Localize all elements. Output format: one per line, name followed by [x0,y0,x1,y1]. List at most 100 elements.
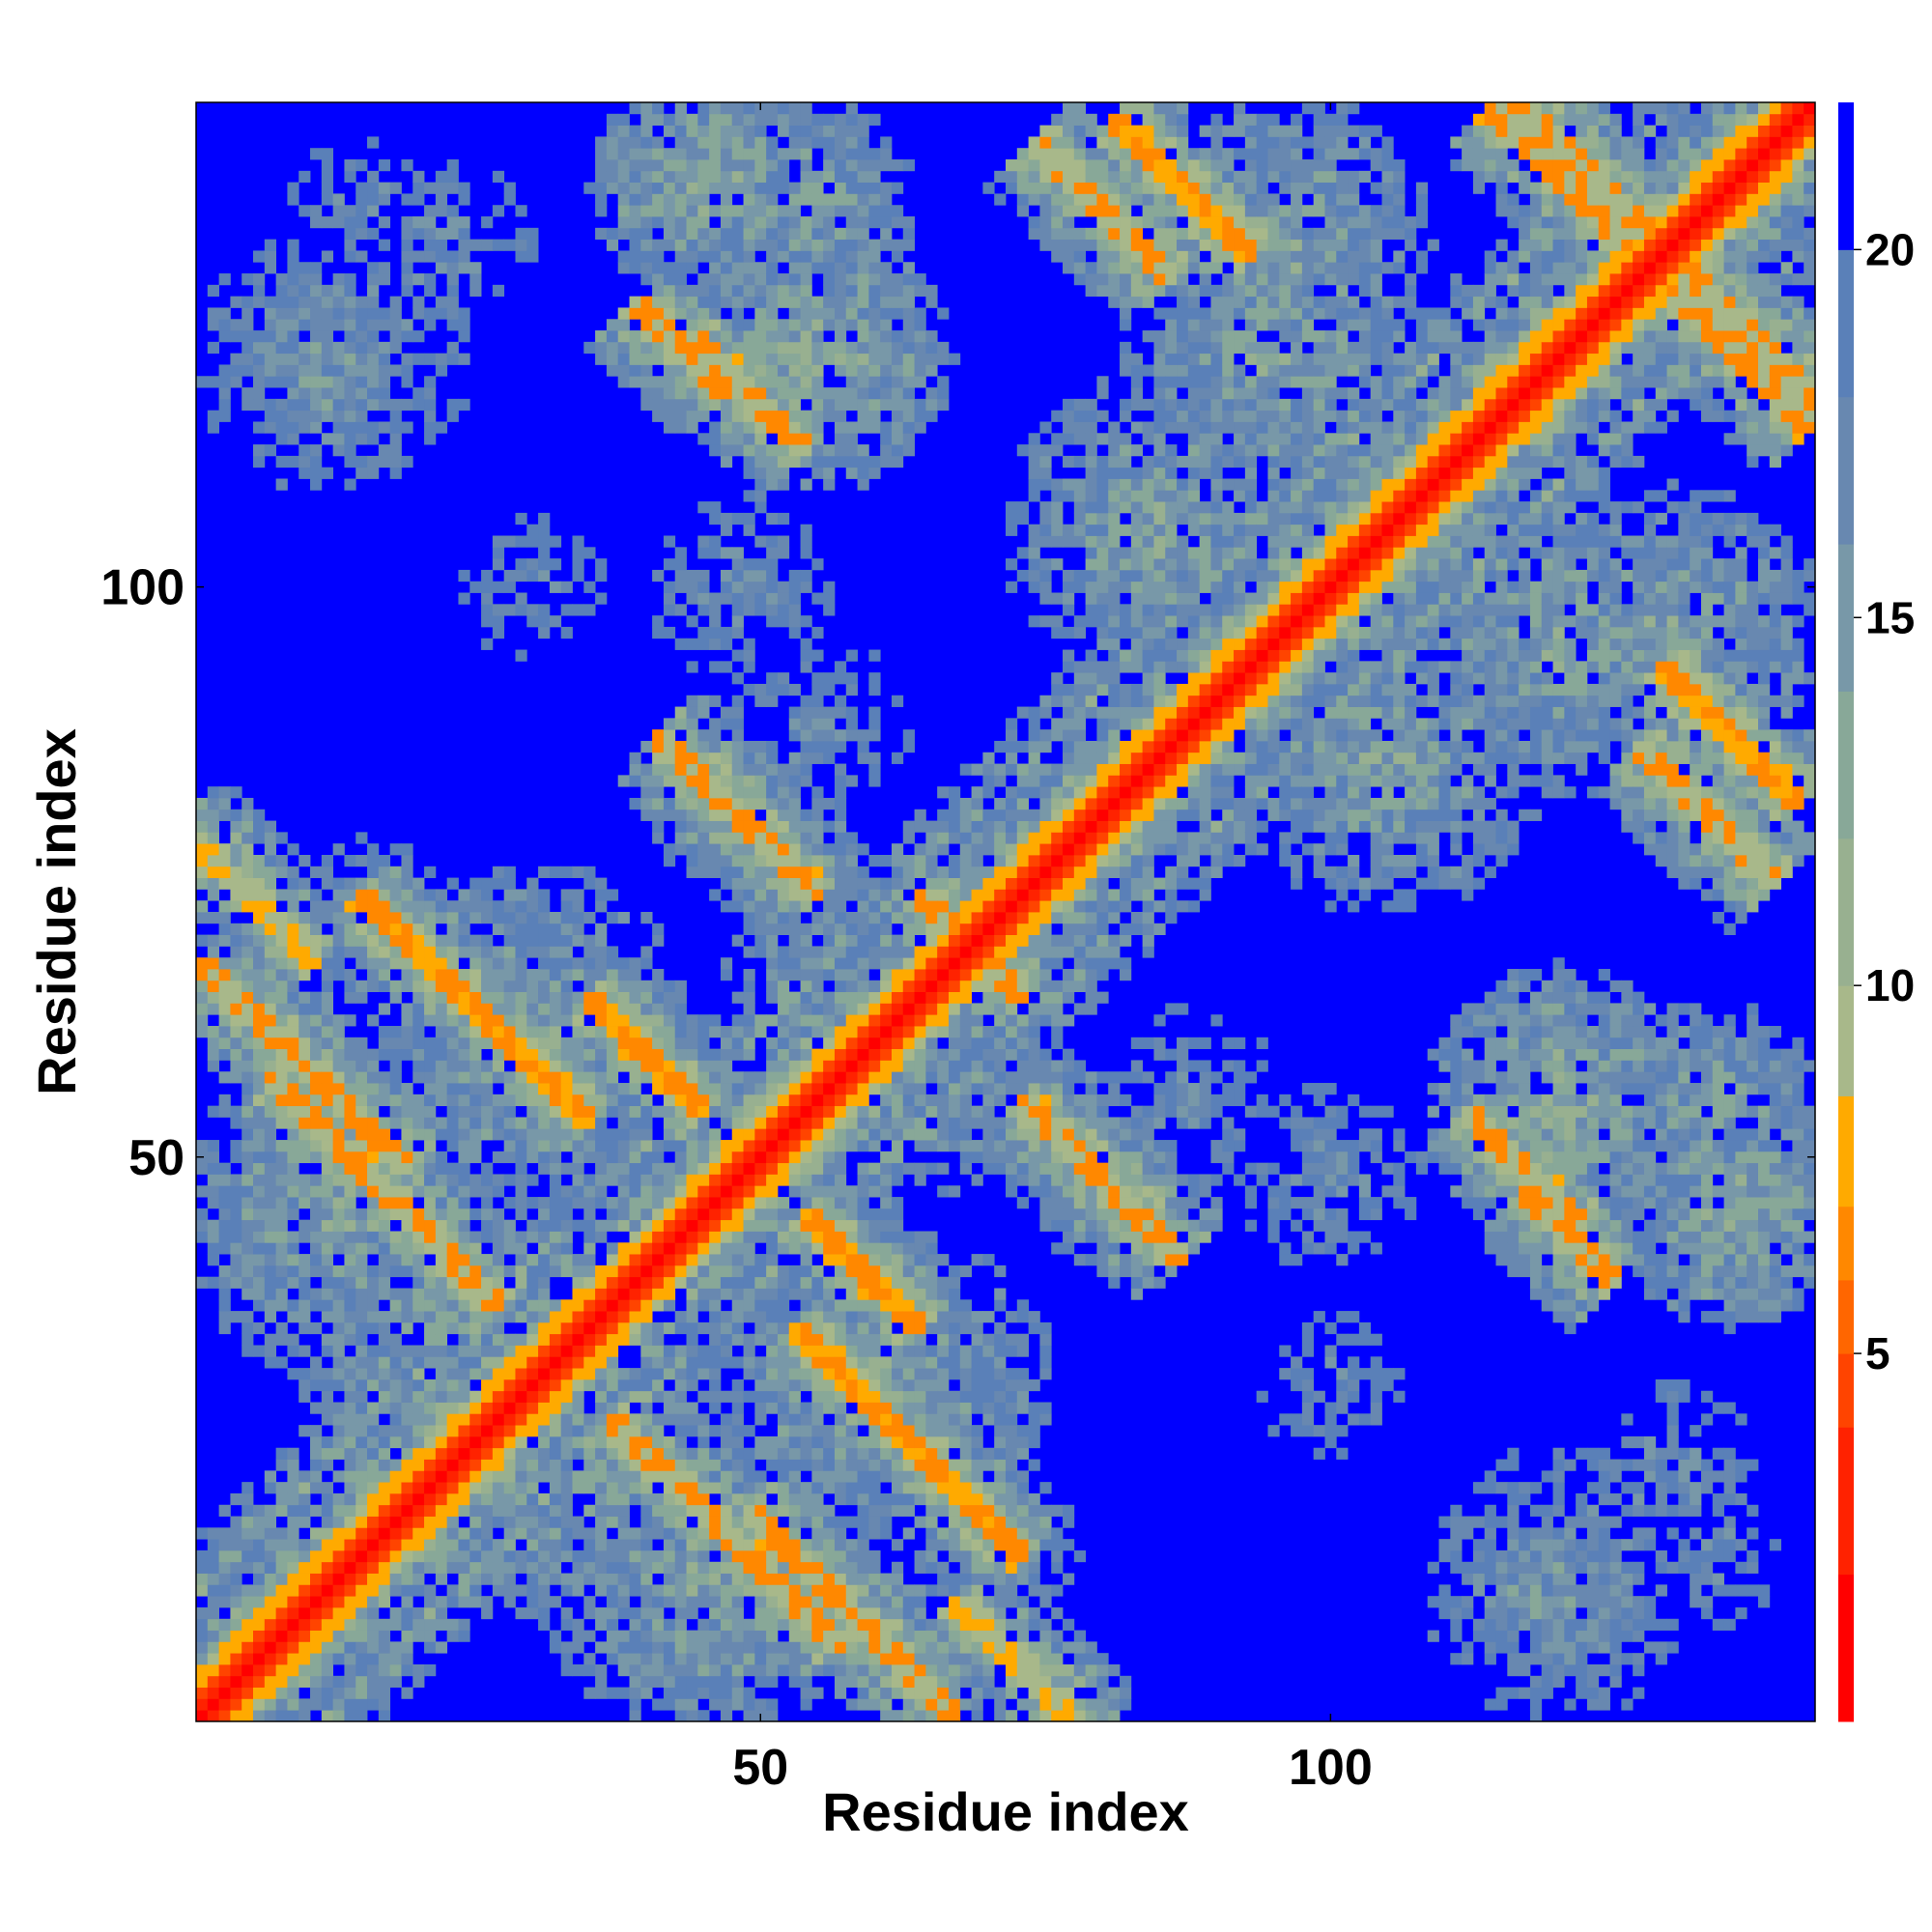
heatmap-cell [344,1151,356,1164]
heatmap-cell [355,1573,368,1585]
heatmap-cell [275,1105,288,1118]
heatmap-cell [686,1584,698,1597]
heatmap-cell [834,239,847,251]
heatmap-cell [287,1333,299,1346]
heatmap-cell [788,1584,801,1597]
heatmap-cell [834,1516,847,1528]
heatmap-cell [766,1516,779,1528]
heatmap-cell [446,1128,459,1141]
heatmap-cell [526,1561,539,1574]
heatmap-cell [697,205,710,217]
heatmap-cell [720,1037,733,1050]
heatmap-cell [663,626,676,639]
heatmap-cell [332,923,345,935]
heatmap-cell [549,969,562,981]
heatmap-cell [401,854,413,867]
heatmap-cell [629,1459,641,1471]
heatmap-cell [834,1231,847,1243]
heatmap-cell [287,1561,299,1574]
heatmap-cell [321,1687,334,1699]
heatmap-cell [242,832,254,844]
heatmap-cell [492,1356,505,1369]
heatmap-cell [503,1264,516,1278]
heatmap-cell [663,284,676,298]
heatmap-cell [401,1539,413,1551]
heatmap-cell [332,1675,345,1688]
heatmap-cell [310,1378,323,1392]
heatmap-cell [321,1231,334,1243]
heatmap-cell [823,444,836,457]
heatmap-cell [481,1333,494,1346]
heatmap-cell [777,284,790,298]
heatmap-cell [469,946,482,958]
heatmap-cell [298,1003,311,1015]
heatmap-cell [458,262,470,274]
heatmap-cell [469,262,482,274]
heatmap-cell [743,1264,755,1278]
heatmap-cell [663,193,676,206]
heatmap-cell [743,1197,755,1209]
heatmap-cell [595,182,608,194]
heatmap-cell [617,1413,630,1426]
heatmap-cell [332,1105,345,1118]
heatmap-cell [389,1060,402,1072]
heatmap-cell [686,615,698,628]
heatmap-cell [458,1299,470,1312]
heatmap-cell [435,1219,448,1232]
heatmap-cell [583,1504,596,1517]
heatmap-cell [355,1618,368,1631]
heatmap-cell [674,1390,687,1403]
heatmap-cell [811,683,824,696]
heatmap-cell [458,1470,470,1483]
heatmap-cell [697,1504,710,1517]
heatmap-cell [800,1663,812,1677]
heatmap-cell [253,1276,266,1289]
heatmap-cell [652,159,665,172]
heatmap-cell [207,1254,219,1266]
heatmap-cell [743,421,755,434]
heatmap-cell [344,330,356,343]
heatmap-cell [788,125,801,137]
heatmap-cell [709,113,722,126]
heatmap-cell [617,1482,630,1494]
heatmap-cell [823,592,836,605]
heatmap-cell [481,1219,494,1232]
heatmap-cell [788,1276,801,1289]
heatmap-cell [834,763,847,776]
heatmap-cell [697,1117,710,1129]
heatmap-cell [697,284,710,298]
heatmap-cell [367,1402,380,1414]
heatmap-cell [686,775,698,787]
heatmap-cell [481,1539,494,1551]
heatmap-cell [766,1561,779,1574]
heatmap-cell [777,683,790,696]
heatmap-cell [788,1219,801,1232]
heatmap-cell [709,775,722,787]
heatmap-cell [754,170,767,184]
heatmap-cell [264,1151,277,1164]
heatmap-cell [310,1663,323,1677]
heatmap-cell [595,1060,608,1072]
heatmap-cell [743,581,755,593]
heatmap-cell [766,170,779,184]
heatmap-cell [435,1516,448,1528]
heatmap-cell [549,866,562,878]
heatmap-cell [845,1561,858,1574]
heatmap-cell [754,866,767,878]
heatmap-cell [663,296,676,308]
heatmap-cell [401,923,413,935]
heatmap-cell [800,182,812,194]
heatmap-cell [834,250,847,263]
heatmap-cell [538,1208,551,1221]
heatmap-cell [458,1435,470,1449]
heatmap-cell [344,1573,356,1585]
heatmap-cell [242,1026,254,1038]
heatmap-cell [515,1561,527,1574]
heatmap-cell [743,1698,755,1711]
heatmap-cell [287,341,299,355]
heatmap-cell [446,1083,459,1095]
heatmap-cell [367,1060,380,1072]
heatmap-cell [731,1630,744,1642]
heatmap-cell [469,273,482,286]
heatmap-cell [378,1698,391,1711]
